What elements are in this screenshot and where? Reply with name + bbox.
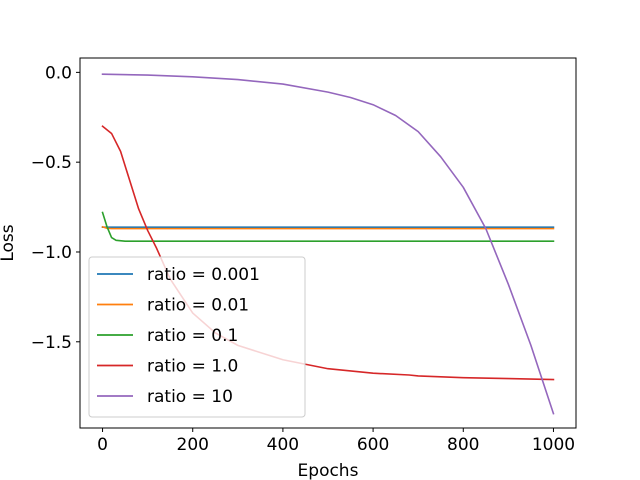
x-tick-label: 600 [357,435,389,455]
series-line-2 [101,225,555,230]
legend-entry-label: ratio = 1.0 [147,357,238,377]
legend-entry-label: ratio = 0.01 [147,296,249,316]
y-tick-label: 0.0 [45,63,72,83]
x-tick-label: 800 [447,435,479,455]
x-tick-label: 400 [267,435,299,455]
y-tick-label: −0.5 [31,153,72,173]
plot-frame [79,57,577,429]
y-axis: 0.0 −0.5 −1.0 −1.5 [31,63,80,353]
series-line-5 [101,73,555,415]
legend-entry-label: ratio = 0.001 [147,265,260,285]
y-axis-label: Loss [0,224,18,261]
y-tick-label: −1.0 [31,243,72,263]
x-axis-label: Epochs [298,461,359,480]
x-tick-label: 200 [177,435,209,455]
legend: ratio = 0.001 ratio = 0.01 ratio = 0.1 rati… [88,256,306,418]
x-tick-label: 0 [97,435,108,455]
legend-frame [88,256,306,418]
legend-entry-label: ratio = 0.1 [147,326,238,346]
x-tick-label: 1000 [532,435,575,455]
y-tick-label: −1.5 [31,333,72,353]
x-axis: 0 200 400 600 800 1000 [97,428,575,455]
series-line-3 [101,211,555,242]
legend-entry-label: ratio = 10 [147,387,233,407]
